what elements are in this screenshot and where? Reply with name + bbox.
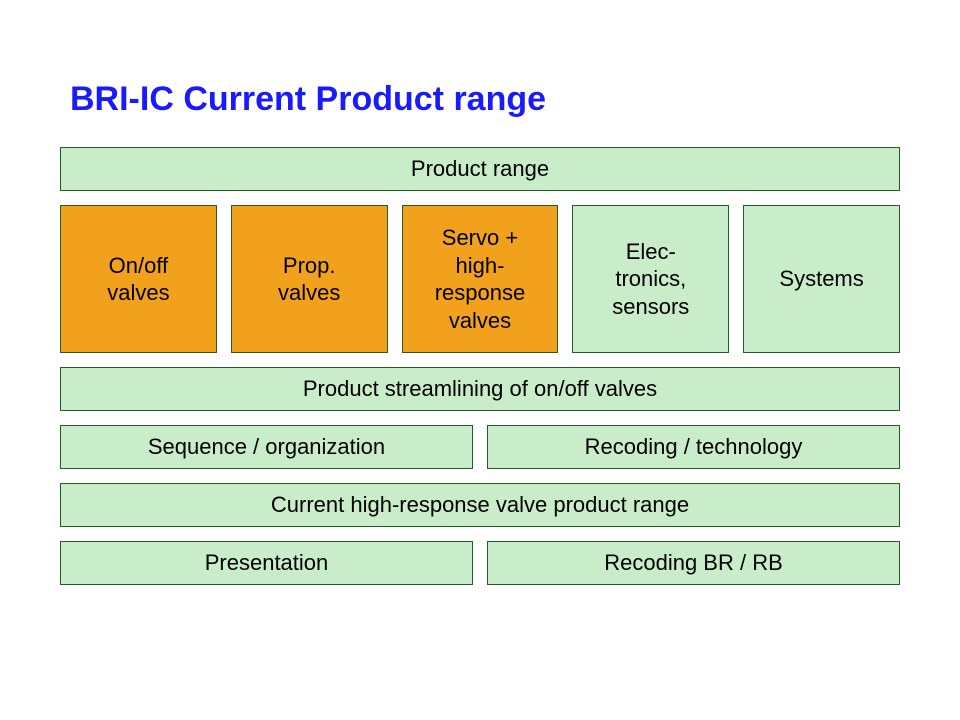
box-current-hrv: Current high-response valve product rang… xyxy=(60,483,900,527)
box-recoding-br-rb: Recoding BR / RB xyxy=(487,541,900,585)
box-presentation: Presentation xyxy=(60,541,473,585)
row-categories: On/offvalves Prop.valves Servo +high-res… xyxy=(60,205,900,353)
box-electronics: Elec-tronics,sensors xyxy=(572,205,729,353)
box-onoff-valves: On/offvalves xyxy=(60,205,217,353)
box-prop-valves: Prop.valves xyxy=(231,205,388,353)
box-systems: Systems xyxy=(743,205,900,353)
box-recoding-tech: Recoding / technology xyxy=(487,425,900,469)
row-sequence-recoding: Sequence / organization Recoding / techn… xyxy=(60,425,900,469)
row-streamlining: Product streamlining of on/off valves xyxy=(60,367,900,411)
row-product-range: Product range xyxy=(60,147,900,191)
box-sequence: Sequence / organization xyxy=(60,425,473,469)
row-current-hrv: Current high-response valve product rang… xyxy=(60,483,900,527)
product-range-diagram: Product range On/offvalves Prop.valves S… xyxy=(60,147,900,585)
box-product-range: Product range xyxy=(60,147,900,191)
slide-title: BRI-IC Current Product range xyxy=(70,80,900,119)
row-presentation-recoding: Presentation Recoding BR / RB xyxy=(60,541,900,585)
box-servo-valves: Servo +high-response valves xyxy=(402,205,559,353)
slide: BRI-IC Current Product range Product ran… xyxy=(0,0,960,720)
box-streamlining: Product streamlining of on/off valves xyxy=(60,367,900,411)
